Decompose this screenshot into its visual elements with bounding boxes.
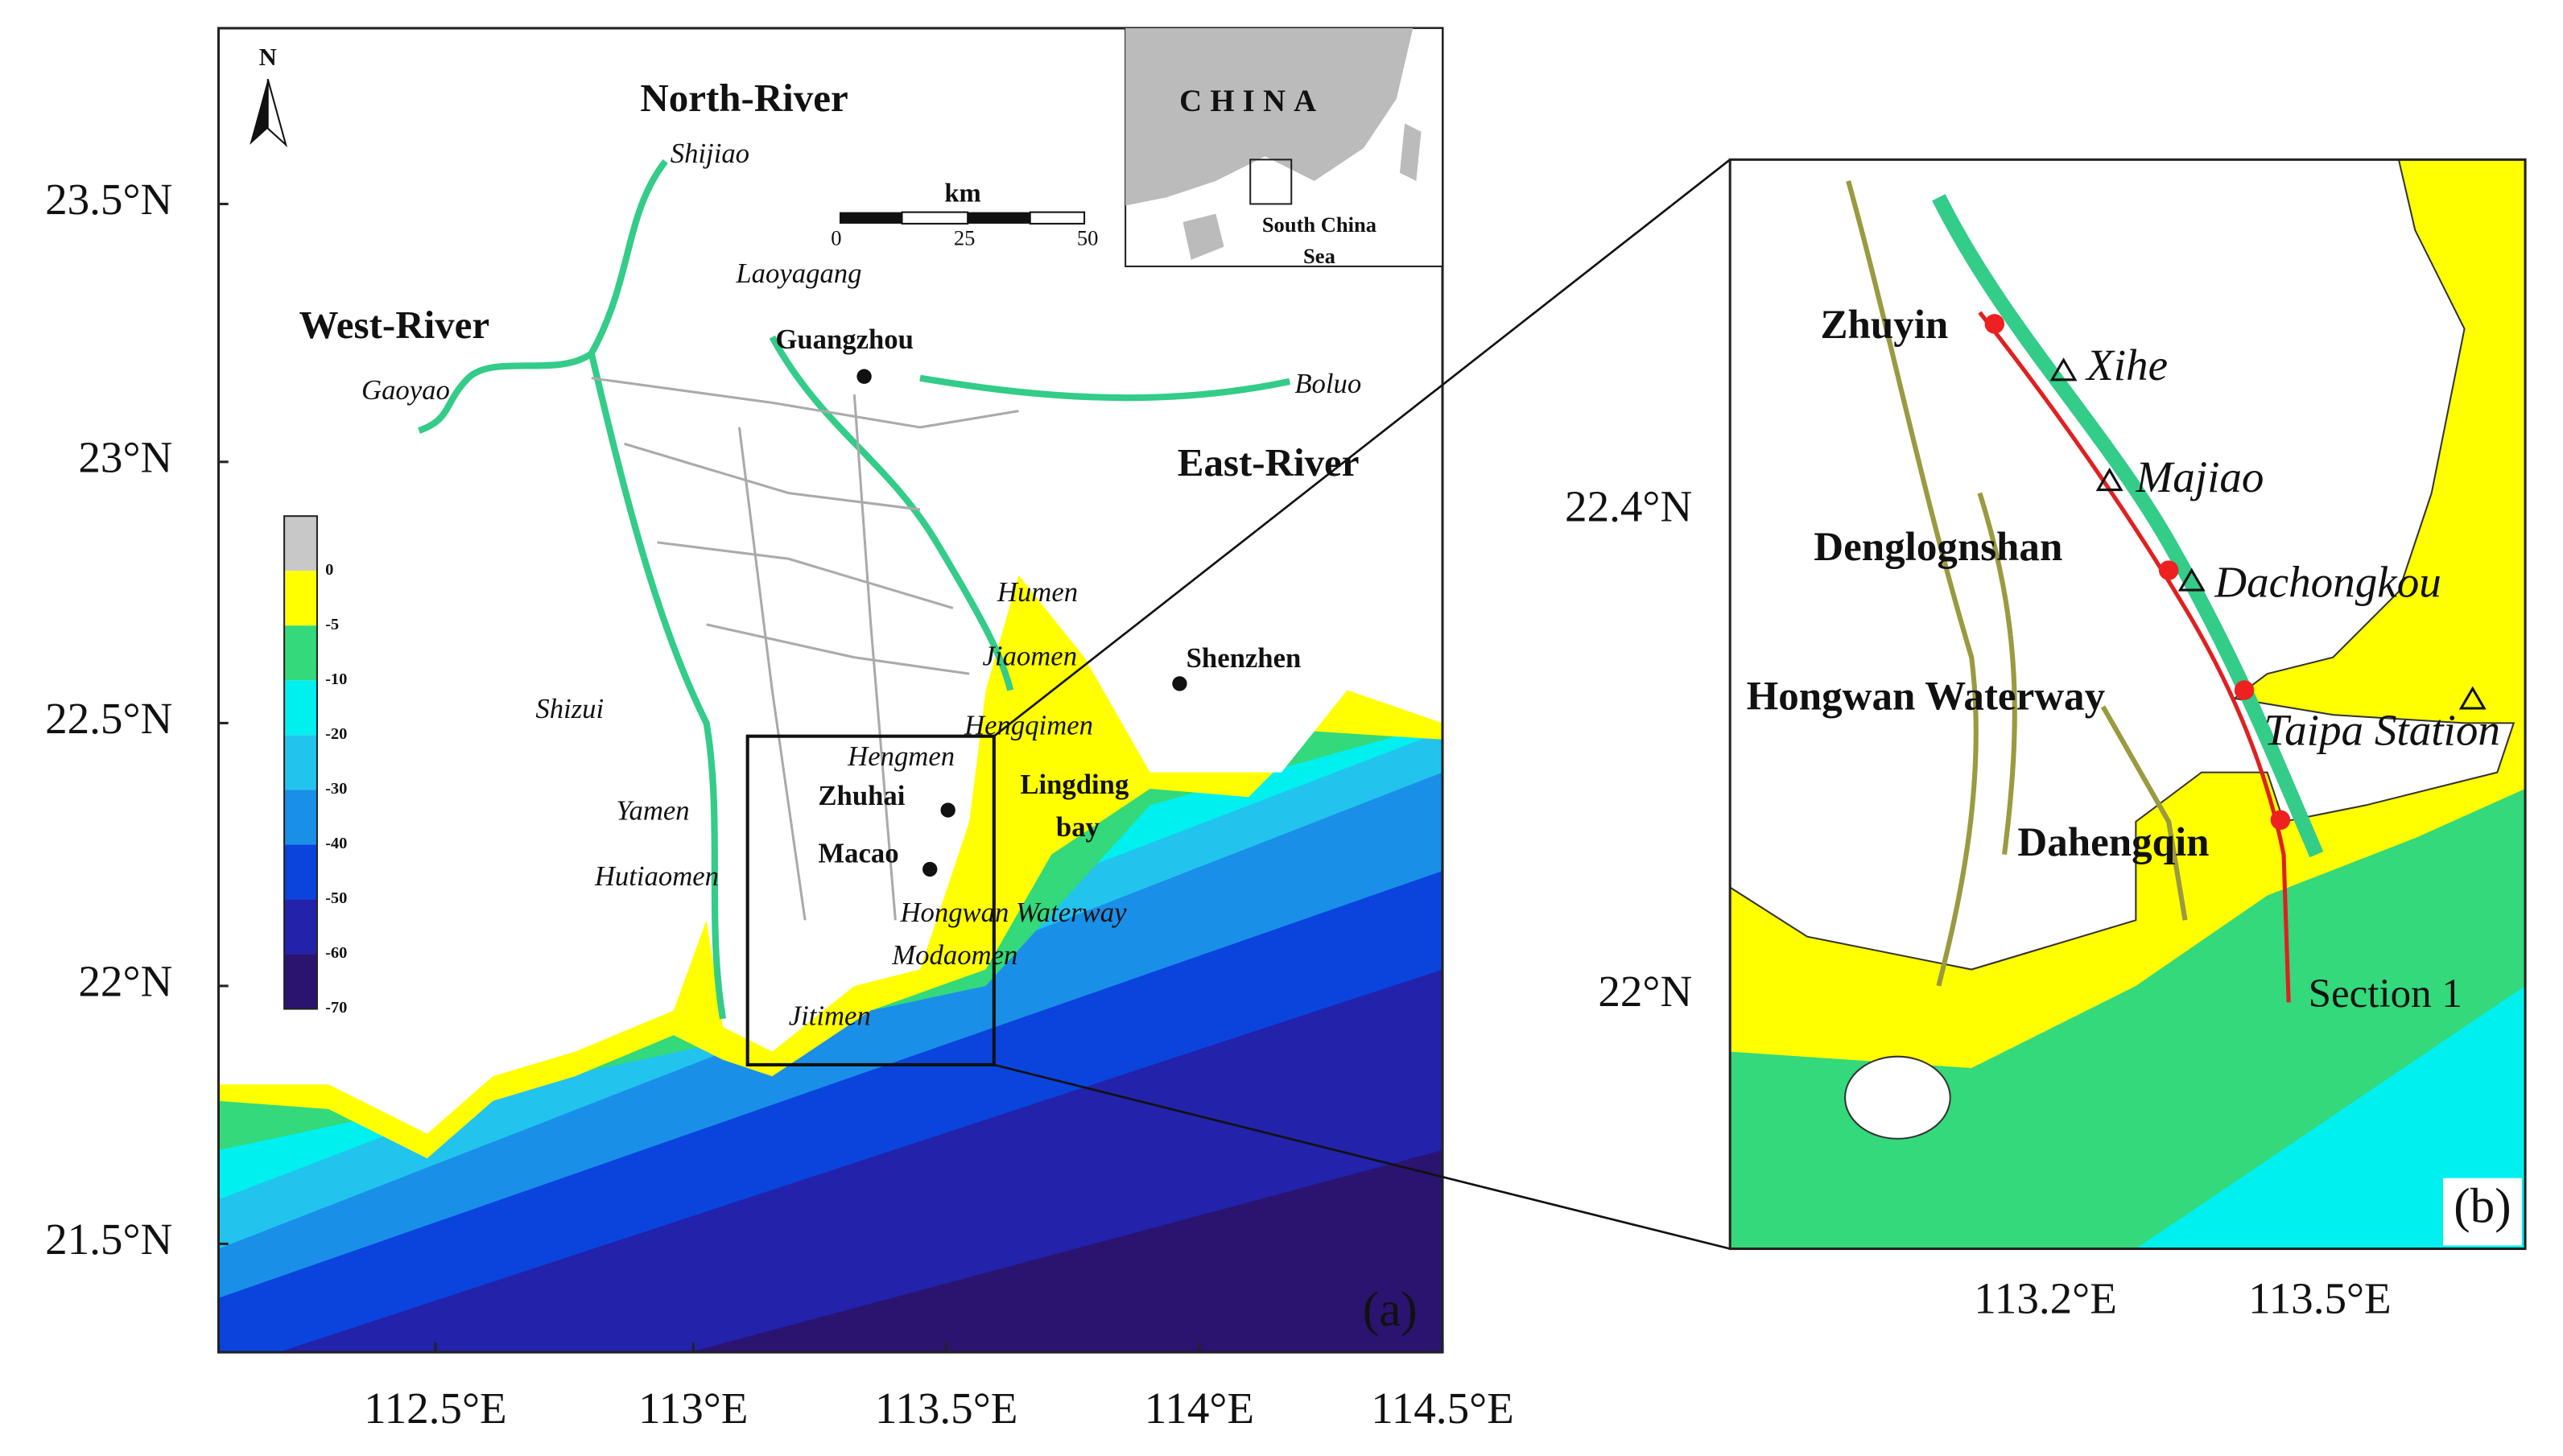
station-label: Humen (997, 576, 1078, 608)
place-label: Denglognshan (1814, 525, 2062, 570)
station-label: Majiao (2135, 452, 2264, 501)
bay-label: bay (1056, 811, 1100, 843)
colorbar-label: -10 (325, 670, 347, 688)
colorbar-cell (284, 844, 317, 900)
tick-label: 113°E (638, 1384, 748, 1433)
inset-sea: Sea (1303, 244, 1335, 268)
station-label: Xihe (2085, 340, 2168, 390)
panel-label-bg (2443, 1178, 2522, 1246)
place-label: Zhuyin (1820, 303, 1948, 348)
place-label: Hongwan Waterway (1747, 674, 2106, 720)
colorbar-cell (284, 516, 317, 571)
station-label: Jiaomen (983, 641, 1078, 672)
tick-label: 22°N (1598, 967, 1692, 1016)
map-a (218, 28, 1443, 1353)
colorbar-cell (284, 571, 317, 626)
tick-label: 22°N (78, 957, 172, 1006)
city-label: Macao (818, 838, 898, 869)
scale-unit: km (944, 179, 980, 208)
zoom-box (745, 159, 1731, 1250)
station-label: Modaomen (891, 939, 1017, 971)
station-label: Boluo (1294, 368, 1361, 399)
scale-bar: km 0 25 50 (831, 179, 1098, 250)
station-label: Taipa Station (2264, 705, 2500, 754)
colorbar-label: -50 (325, 889, 347, 907)
colorbar-cell (284, 735, 317, 790)
section-label: Section 1 (2309, 971, 2462, 1017)
city-dots (856, 369, 1187, 877)
colorbar-label: 0 (325, 561, 333, 579)
colorbar-cell (284, 899, 317, 955)
tick-label: 23.5°N (45, 175, 172, 224)
tick-label: 114.5°E (1371, 1384, 1514, 1433)
tick-label: 113.5°E (875, 1384, 1018, 1433)
station-label: Hutiaomen (594, 860, 719, 892)
station-label: Hengmen (847, 740, 955, 772)
colorbar-label: -30 (325, 780, 347, 798)
tick-label: 114°E (1145, 1384, 1254, 1433)
river-label: East-River (1178, 440, 1360, 485)
tick-label: 21.5°N (45, 1215, 172, 1264)
section-line (1978, 311, 2291, 1003)
tick-label: 23°N (78, 432, 172, 481)
frame-a (217, 27, 1444, 1354)
station-label: Gaoyao (361, 374, 450, 406)
frame-b (1728, 158, 2527, 1251)
colorbar-label: -40 (325, 835, 347, 852)
station-dots (1984, 314, 2291, 831)
colorbar-cell (284, 625, 317, 681)
panel-label: (a) (1363, 1282, 1418, 1337)
depth-colorbar: 0 -5 -10 -20 -30 -40 -50 -60 -70 (283, 515, 347, 1017)
station-label: Yamen (616, 795, 689, 827)
colorbar-cell (284, 680, 317, 736)
colorbar-label: -70 (325, 999, 347, 1017)
colorbar-cell (284, 954, 317, 1009)
river-label: North-River (640, 76, 848, 120)
station-label: Shizui (535, 693, 604, 724)
station-label: Shijiao (671, 138, 749, 169)
colorbar-label: -5 (325, 616, 339, 633)
tick-label: 22.4°N (1565, 482, 1692, 531)
tick-label: 112.5°E (364, 1384, 507, 1433)
scale-tick: 25 (954, 225, 976, 250)
scale-tick: 50 (1077, 225, 1099, 250)
colorbar-label: -20 (325, 725, 347, 743)
station-triangles (2049, 357, 2487, 710)
place-label: Dahengqin (2017, 820, 2209, 865)
colorbar-cell (284, 790, 317, 845)
station-label: Hengqimen (964, 709, 1093, 740)
river-label: West-River (299, 303, 490, 347)
inset-sea: South China (1262, 212, 1376, 237)
colorbar-label: -60 (325, 944, 347, 962)
station-label: Hongwan Waterway (899, 897, 1127, 928)
north-label: N (259, 43, 277, 71)
panel-label: (b) (2454, 1179, 2511, 1234)
colorbar-frame (283, 515, 318, 1010)
city-label: Zhuhai (818, 780, 905, 811)
tick-label: 113.5°E (2248, 1273, 2392, 1322)
inset-country: CHINA (1179, 84, 1324, 118)
city-label: Guangzhou (775, 324, 914, 355)
map-b (1730, 159, 2526, 1249)
station-label: Dachongkou (2214, 558, 2441, 607)
station-label: Laoyagang (735, 258, 861, 289)
tick-label: 22.5°N (45, 694, 172, 743)
inset-map: CHINA South China Sea (1125, 27, 1444, 268)
scale-tick: 0 (831, 225, 841, 250)
station-label: Jitimen (789, 1000, 871, 1032)
tick-label: 113.2°E (1974, 1273, 2117, 1322)
city-label: Shenzhen (1187, 642, 1302, 674)
bay-label: Lingding (1020, 769, 1129, 800)
